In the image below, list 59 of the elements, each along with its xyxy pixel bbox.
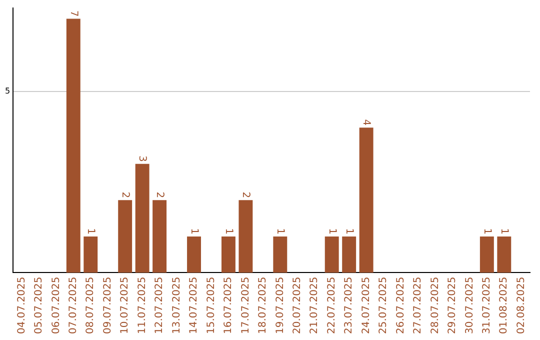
data-label: 1 bbox=[222, 228, 234, 234]
x-tick-label: 22.07.2025 bbox=[326, 276, 338, 334]
x-tick-label: 14.07.2025 bbox=[188, 276, 200, 334]
x-tick-label: 06.07.2025 bbox=[50, 276, 62, 334]
x-tick-label: 16.07.2025 bbox=[223, 276, 234, 334]
x-tick-label: 27.07.2025 bbox=[412, 276, 424, 334]
data-label: 1 bbox=[326, 228, 338, 234]
data-label: 1 bbox=[85, 228, 96, 234]
data-label: 7 bbox=[68, 10, 79, 17]
bar bbox=[84, 236, 98, 273]
x-tick-label: 18.07.2025 bbox=[258, 276, 269, 334]
data-label: 2 bbox=[154, 192, 165, 198]
x-tick-label: 21.07.2025 bbox=[309, 276, 320, 334]
x-tick-label: 08.07.2025 bbox=[85, 276, 96, 334]
x-tick-label: 15.07.2025 bbox=[206, 276, 217, 334]
x-tick-label: 19.07.2025 bbox=[274, 276, 286, 334]
bar bbox=[152, 200, 167, 273]
bar bbox=[135, 164, 150, 273]
data-label: 3 bbox=[136, 155, 148, 162]
x-tick-label: 10.07.2025 bbox=[120, 276, 131, 334]
data-label: 1 bbox=[498, 228, 510, 234]
x-tick-label: 13.07.2025 bbox=[171, 276, 182, 334]
x-tick-label: 31.07.2025 bbox=[482, 276, 493, 334]
bar bbox=[238, 200, 253, 273]
x-tick-label: 05.07.2025 bbox=[34, 276, 45, 334]
bar bbox=[118, 200, 132, 273]
x-tick-label: 30.07.2025 bbox=[464, 276, 476, 334]
x-tick-label: 04.07.2025 bbox=[16, 276, 28, 334]
bar bbox=[187, 236, 201, 273]
x-tick-label: 02.08.2025 bbox=[516, 276, 527, 334]
x-tick-label: 17.07.2025 bbox=[240, 276, 252, 334]
data-label: 4 bbox=[360, 119, 372, 126]
bar bbox=[66, 18, 80, 273]
bar bbox=[480, 236, 494, 273]
x-tick-label: 26.07.2025 bbox=[395, 276, 406, 334]
x-tick-label: 12.07.2025 bbox=[154, 276, 166, 334]
data-label: 1 bbox=[274, 228, 286, 234]
y-tick-label: 5 bbox=[4, 86, 10, 96]
data-label: 1 bbox=[481, 228, 492, 234]
x-tick-label: 09.07.2025 bbox=[102, 276, 114, 334]
x-tick-label: 23.07.2025 bbox=[344, 276, 355, 334]
x-tick-label: 01.08.2025 bbox=[498, 276, 510, 334]
bar bbox=[497, 236, 512, 273]
x-tick-label: 11.07.2025 bbox=[136, 276, 148, 334]
data-label: 1 bbox=[343, 228, 354, 234]
x-tick-label: 20.07.2025 bbox=[292, 276, 303, 334]
x-tick-label: 25.07.2025 bbox=[378, 276, 390, 334]
x-tick-label: 29.07.2025 bbox=[447, 276, 458, 334]
bar bbox=[324, 236, 339, 273]
data-label: 1 bbox=[188, 228, 200, 234]
bar bbox=[273, 236, 288, 273]
bar bbox=[359, 128, 374, 273]
bar bbox=[342, 236, 356, 273]
data-label: 2 bbox=[240, 192, 252, 198]
x-tick-label: 24.07.2025 bbox=[360, 276, 372, 334]
x-tick-label: 28.07.2025 bbox=[430, 276, 441, 334]
data-label: 2 bbox=[119, 192, 130, 198]
x-tick-label: 07.07.2025 bbox=[68, 276, 79, 334]
bar bbox=[221, 236, 236, 273]
